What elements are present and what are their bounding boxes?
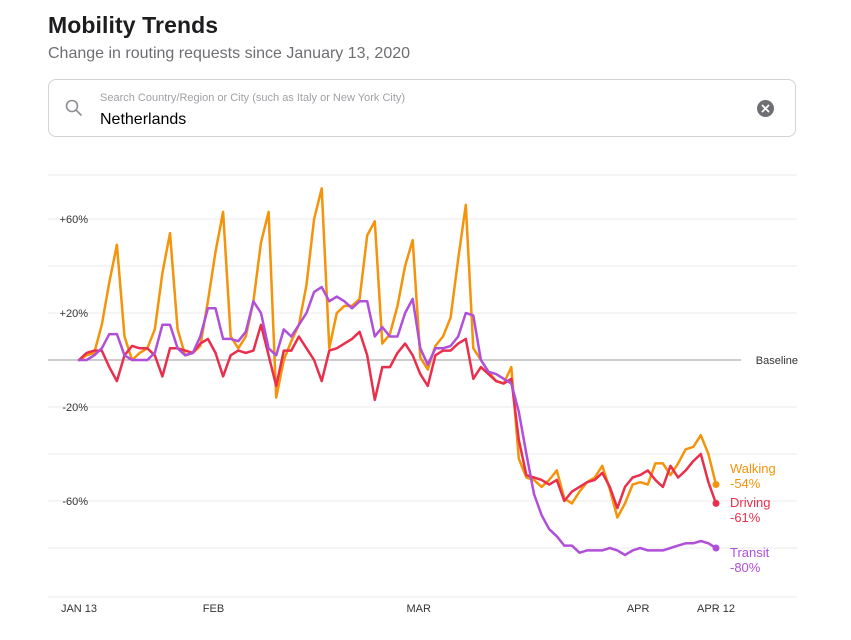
series-end-dot-walking — [712, 481, 720, 489]
search-box[interactable]: Search Country/Region or City (such as I… — [48, 79, 796, 137]
series-line-transit — [77, 285, 718, 557]
series-label-driving: Driving — [730, 495, 770, 510]
series-value-transit: -80% — [730, 560, 761, 575]
y-tick-label: +60% — [60, 214, 89, 226]
series-line-driving — [77, 323, 718, 510]
x-tick-label: APR — [627, 603, 650, 615]
series-end-dot-transit — [712, 544, 720, 552]
x-tick-label: MAR — [407, 603, 432, 615]
series-label-transit: Transit — [730, 545, 770, 560]
x-tick-label: APR 12 — [697, 603, 735, 615]
search-input[interactable]: Netherlands — [100, 111, 187, 128]
series-value-driving: -61% — [730, 510, 761, 525]
magnifier-icon — [65, 99, 83, 122]
series-label-walking: Walking — [730, 461, 776, 476]
page-title: Mobility Trends — [48, 12, 219, 38]
y-tick-label: +20% — [60, 308, 89, 320]
y-tick-label: -60% — [62, 496, 88, 508]
clear-circle-icon[interactable] — [757, 100, 774, 117]
x-tick-label: JAN 13 — [61, 603, 97, 615]
y-tick-label: -20% — [62, 402, 88, 414]
baseline-label: Baseline — [756, 355, 798, 367]
mobility-chart: +60% +20% -20% -60% Baseline JAN 13 FEB MAR APR A… — [48, 174, 798, 615]
series-end-dot-driving — [712, 499, 720, 507]
page-subtitle: Change in routing requests since January… — [48, 45, 411, 62]
search-placeholder: Search Country/Region or City (such as I… — [100, 92, 406, 104]
x-tick-label: FEB — [203, 603, 224, 615]
series-value-walking: -54% — [730, 476, 761, 491]
